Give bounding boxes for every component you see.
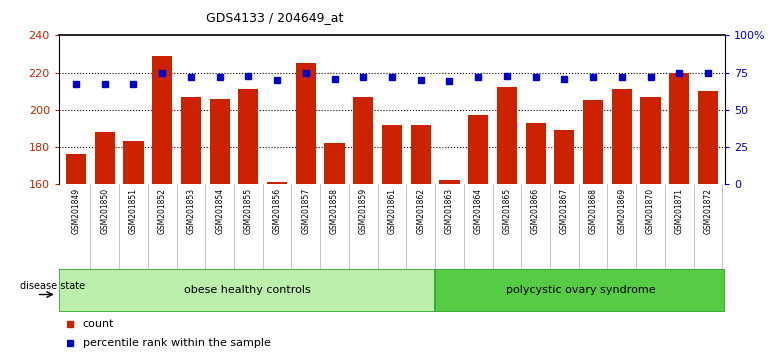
Text: disease state: disease state [20, 281, 85, 291]
Text: polycystic ovary syndrome: polycystic ovary syndrome [506, 285, 655, 295]
Bar [439, 181, 459, 354]
Text: GSM201854: GSM201854 [215, 188, 224, 234]
Bar [698, 91, 718, 354]
Text: GSM201864: GSM201864 [474, 188, 483, 234]
Text: GSM201856: GSM201856 [273, 188, 281, 234]
Bar [435, 269, 725, 312]
Text: GSM201866: GSM201866 [531, 188, 540, 234]
Text: count: count [82, 319, 114, 329]
Text: GSM201853: GSM201853 [187, 188, 195, 234]
Text: GSM201865: GSM201865 [503, 188, 511, 234]
Bar [59, 269, 435, 312]
Bar [181, 97, 201, 354]
Text: GSM201867: GSM201867 [560, 188, 569, 234]
Bar [123, 141, 143, 354]
Text: GSM201871: GSM201871 [675, 188, 684, 234]
Text: GSM201872: GSM201872 [703, 188, 713, 234]
Bar [66, 154, 86, 354]
Text: GSM201849: GSM201849 [71, 188, 81, 234]
Text: GDS4133 / 204649_at: GDS4133 / 204649_at [205, 11, 343, 24]
Text: GSM201870: GSM201870 [646, 188, 655, 234]
Bar [497, 87, 517, 354]
Bar [152, 56, 172, 354]
Bar [296, 63, 316, 354]
Bar [354, 97, 373, 354]
Text: GSM201850: GSM201850 [100, 188, 109, 234]
Bar [209, 98, 230, 354]
Text: GSM201852: GSM201852 [158, 188, 167, 234]
Text: GSM201863: GSM201863 [445, 188, 454, 234]
Bar [267, 182, 287, 354]
Bar [468, 115, 488, 354]
Bar [238, 89, 259, 354]
Bar [554, 130, 575, 354]
Bar [95, 132, 114, 354]
Text: GSM201857: GSM201857 [301, 188, 310, 234]
Text: GSM201859: GSM201859 [359, 188, 368, 234]
Bar [325, 143, 345, 354]
Bar [382, 125, 402, 354]
Bar [670, 73, 689, 354]
Text: GSM201855: GSM201855 [244, 188, 253, 234]
Bar [411, 125, 430, 354]
Text: GSM201858: GSM201858 [330, 188, 339, 234]
Text: percentile rank within the sample: percentile rank within the sample [82, 338, 270, 348]
Text: GSM201861: GSM201861 [387, 188, 397, 234]
Bar [612, 89, 632, 354]
Bar [641, 97, 661, 354]
Bar [583, 101, 603, 354]
Text: GSM201862: GSM201862 [416, 188, 425, 234]
Bar [525, 123, 546, 354]
Text: GSM201869: GSM201869 [617, 188, 626, 234]
Text: GSM201851: GSM201851 [129, 188, 138, 234]
Text: obese healthy controls: obese healthy controls [183, 285, 310, 295]
Text: GSM201868: GSM201868 [589, 188, 597, 234]
